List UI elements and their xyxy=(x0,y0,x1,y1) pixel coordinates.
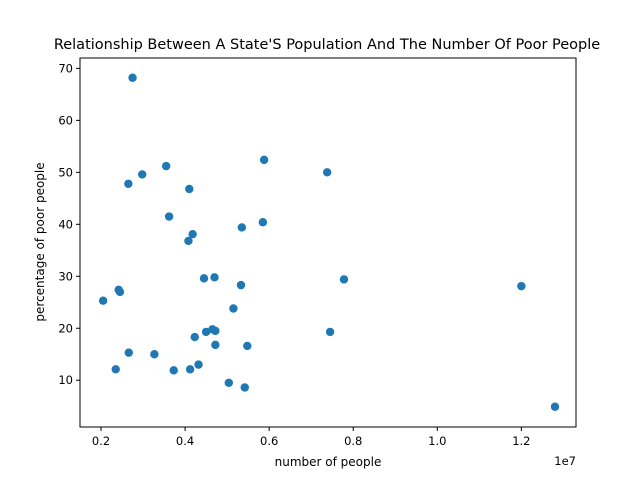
data-point xyxy=(128,73,137,82)
y-tick-label: 60 xyxy=(58,113,73,127)
data-point xyxy=(201,327,211,337)
data-point xyxy=(115,287,125,297)
x-axis-label: number of people xyxy=(275,455,382,469)
data-point xyxy=(211,340,220,350)
data-point xyxy=(199,274,209,283)
data-point xyxy=(259,155,269,165)
x-axis-ticks: 0.2 0.4 0.6 0.8 1.0 1.2 xyxy=(92,427,531,448)
data-point xyxy=(322,168,332,177)
data-point xyxy=(339,275,349,284)
data-point xyxy=(237,223,247,232)
y-tick-label: 50 xyxy=(58,165,73,179)
data-point xyxy=(240,383,249,392)
y-tick-label: 70 xyxy=(58,61,73,75)
data-point xyxy=(194,360,203,369)
y-axis-ticks: 10 20 30 40 50 60 70 xyxy=(58,61,80,387)
y-axis-label: percentage of poor people xyxy=(33,162,47,321)
data-point xyxy=(258,218,268,227)
data-point xyxy=(190,332,199,342)
data-point xyxy=(243,341,252,351)
points-layer xyxy=(98,73,560,411)
x-tick-label: 1.2 xyxy=(512,434,530,448)
x-tick-label: 0.4 xyxy=(176,434,194,448)
data-point xyxy=(211,326,220,336)
x-tick-label: 0.8 xyxy=(344,434,362,448)
y-tick-label: 30 xyxy=(58,269,73,283)
data-point xyxy=(169,366,178,375)
data-point xyxy=(224,378,233,388)
y-tick-label: 20 xyxy=(58,321,73,335)
data-point xyxy=(236,280,246,290)
data-point xyxy=(98,296,108,305)
plot-frame xyxy=(79,57,577,428)
data-point xyxy=(150,350,159,359)
data-point xyxy=(210,273,219,282)
data-point xyxy=(325,327,335,337)
data-point xyxy=(185,184,194,194)
data-point xyxy=(124,179,133,188)
data-point xyxy=(184,236,193,246)
y-tick-label: 10 xyxy=(58,373,73,387)
x-tick-label: 0.2 xyxy=(92,434,110,448)
data-point xyxy=(185,365,195,374)
data-point xyxy=(124,348,133,357)
data-point xyxy=(229,304,238,313)
data-point xyxy=(550,402,560,411)
x-tick-label: 0.6 xyxy=(260,434,278,448)
x-axis-offset-label: 1e7 xyxy=(554,454,576,468)
data-point xyxy=(517,281,526,291)
data-point xyxy=(161,161,171,171)
chart-title: Relationship Between A State'S Populatio… xyxy=(54,37,600,53)
x-tick-label: 1.0 xyxy=(428,434,446,448)
y-tick-label: 40 xyxy=(58,217,73,231)
data-point xyxy=(111,365,120,374)
data-point xyxy=(164,212,174,221)
data-point xyxy=(188,229,197,239)
data-point xyxy=(138,170,147,179)
